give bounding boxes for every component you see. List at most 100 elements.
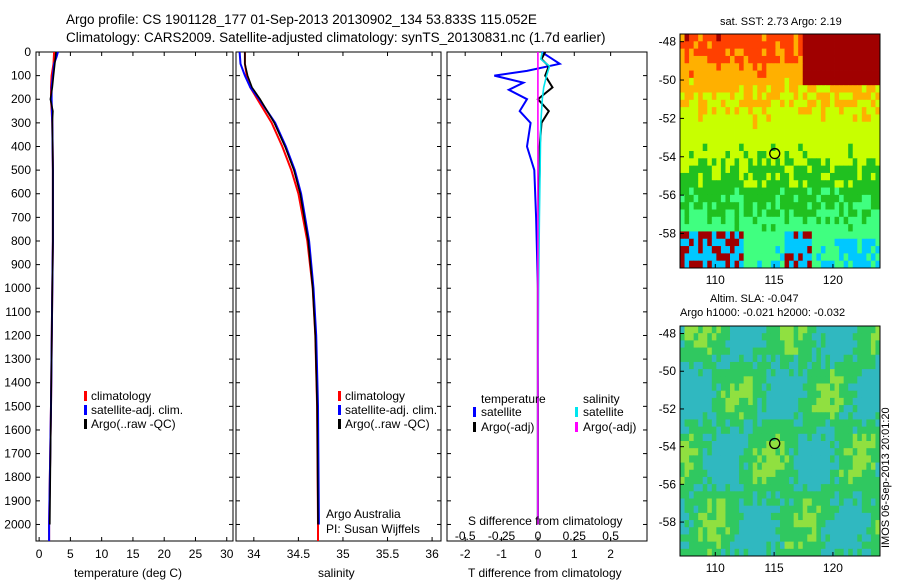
- map-cell: [757, 390, 763, 399]
- map-cell: [780, 48, 785, 57]
- map-cell: [820, 455, 826, 463]
- map-cell: [766, 70, 772, 79]
- map-cell: [734, 520, 740, 528]
- map-cell: [766, 253, 772, 262]
- map-cell: [830, 397, 835, 406]
- map-cell: [816, 354, 822, 363]
- map-cell: [852, 462, 858, 471]
- map-cell: [784, 376, 790, 384]
- map-cell: [680, 390, 685, 399]
- map-cell: [802, 253, 808, 262]
- map-cell: [811, 390, 817, 399]
- salinity-panel: 34 34.5 35 35.5 36climatologysatellite-adj. …: [235, 51, 442, 561]
- map-cell: [807, 383, 813, 392]
- map-cell: [870, 390, 876, 399]
- map-cell: [716, 455, 722, 463]
- map-cell: [707, 369, 713, 377]
- map-cell: [807, 151, 813, 159]
- map-cell: [852, 260, 858, 269]
- map-cell: [802, 491, 808, 499]
- map-cell: [843, 390, 849, 399]
- map-cell: [875, 361, 881, 370]
- map-cell: [816, 505, 822, 514]
- map-cell: [725, 209, 731, 218]
- map-cell: [693, 253, 699, 262]
- map-cell: [875, 354, 881, 363]
- map-cell: [716, 534, 722, 543]
- map-cell: [775, 121, 781, 130]
- map-cell: [720, 48, 726, 57]
- map-cell: [802, 209, 808, 218]
- map-cell: [780, 491, 785, 499]
- map-cell: [848, 55, 854, 64]
- map-cell: [793, 455, 799, 463]
- map-cell: [807, 165, 813, 174]
- map-cell: [739, 92, 745, 101]
- map-cell: [870, 448, 876, 456]
- map-cell: [848, 412, 854, 420]
- map-cell: [739, 397, 745, 406]
- map-cell: [780, 55, 785, 64]
- map-cell: [830, 527, 835, 535]
- map-cell: [698, 70, 704, 79]
- map-cell: [680, 77, 685, 86]
- map-cell: [743, 55, 749, 64]
- map-cell: [739, 541, 745, 550]
- map-cell: [684, 114, 690, 123]
- map-cell: [866, 63, 872, 71]
- map-cell: [757, 85, 763, 93]
- map-cell: [693, 412, 699, 420]
- map-cell: [698, 397, 704, 406]
- map-cell: [816, 433, 822, 442]
- map-cell: [761, 48, 767, 57]
- map-cell: [770, 412, 776, 420]
- map-cell: [870, 347, 876, 356]
- map-cell: [811, 151, 817, 159]
- map-cell: [757, 41, 763, 50]
- map-cell: [720, 172, 726, 181]
- map-cell: [725, 376, 731, 384]
- map-cell: [866, 165, 872, 174]
- map-cell: [711, 92, 717, 101]
- map-cell: [825, 534, 831, 543]
- map-cell: [839, 376, 845, 384]
- map-cell: [752, 505, 758, 514]
- map-cell: [770, 520, 776, 528]
- map-cell: [684, 172, 690, 181]
- map-cell: [711, 412, 717, 420]
- map-cell: [802, 462, 808, 471]
- map-cell: [834, 99, 840, 108]
- map-cell: [825, 512, 831, 521]
- map-cell: [780, 505, 785, 514]
- map-cell: [875, 63, 881, 71]
- map-cell: [820, 383, 826, 392]
- map-cell: [743, 194, 749, 203]
- map-cell: [698, 92, 704, 101]
- map-cell: [834, 231, 840, 240]
- map-cell: [861, 129, 867, 137]
- map-cell: [857, 455, 863, 463]
- map-cell: [843, 85, 849, 93]
- map-cell: [875, 534, 881, 543]
- map-cell: [743, 99, 749, 108]
- map-cell: [780, 534, 785, 543]
- map-cell: [857, 412, 863, 420]
- map-cell: [730, 187, 735, 196]
- map-cell: [830, 202, 835, 210]
- map-cell: [793, 114, 799, 123]
- map-cell: [739, 224, 745, 232]
- map-cell: [811, 412, 817, 420]
- map-cell: [857, 202, 863, 210]
- map-cell: [789, 476, 795, 485]
- map-cell: [766, 455, 772, 463]
- map-cell: [761, 498, 767, 507]
- map-cell: [789, 129, 795, 137]
- map-cell: [730, 361, 735, 370]
- map-cell: [707, 383, 713, 392]
- map-cell: [775, 541, 781, 550]
- map-cell: [802, 99, 808, 108]
- map-cell: [689, 390, 695, 399]
- map-cell: [734, 333, 740, 341]
- map-cell: [761, 520, 767, 528]
- map-cell: [793, 129, 799, 137]
